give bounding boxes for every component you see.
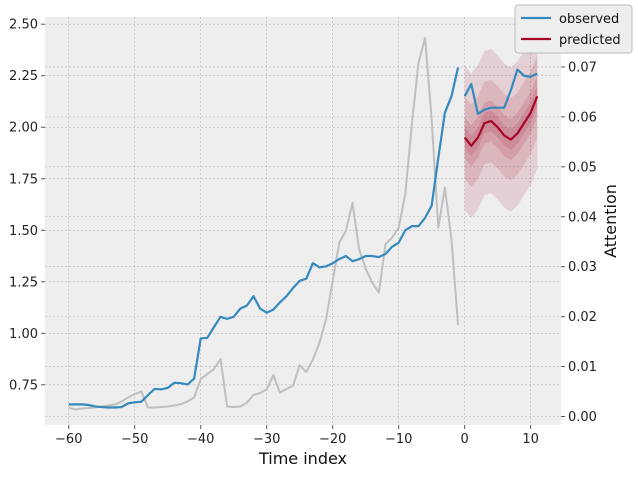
y-right-tick-label: 0.05 (568, 160, 597, 175)
y-left-tick-label: 0.75 (9, 378, 38, 393)
y-left-tick-label: 2.00 (9, 121, 38, 136)
y-left-tick-label: 2.50 (9, 18, 38, 33)
y-right-tick-label: 0.07 (568, 60, 597, 75)
observed-line (68, 67, 460, 409)
x-tick-label: −10 (385, 432, 412, 447)
y-axis-left: 0.75 1.00 1.25 1.50 1.75 2.00 2.25 2.50 (9, 18, 45, 393)
x-tick-label: −50 (121, 432, 148, 447)
x-tick-label: −40 (187, 432, 214, 447)
y-right-tick-label: 0.06 (568, 110, 597, 125)
y-right-tick-label: 0.03 (568, 260, 597, 275)
prediction-band (464, 86, 538, 157)
y-axis-right: 0.00 0.01 0.02 0.03 0.04 0.05 0.06 0.07 (561, 60, 597, 425)
y-left-tick-label: 1.25 (9, 275, 38, 290)
x-axis-title: Time index (258, 449, 347, 468)
prediction-band (464, 24, 538, 218)
y-right-tick-label: 0.00 (568, 410, 597, 425)
y-right-tick-label: 0.01 (568, 360, 597, 375)
attention-line (68, 36, 460, 411)
y-right-axis-title: Attention (601, 184, 620, 258)
grid (45, 17, 561, 425)
legend-label-observed: observed (559, 12, 619, 27)
legend-label-predicted: predicted (559, 33, 621, 48)
y-left-tick-label: 2.25 (9, 69, 38, 84)
x-tick-label: 0 (461, 432, 469, 447)
plot-background (45, 17, 561, 425)
y-right-tick-label: 0.02 (568, 310, 597, 325)
x-tick-label: 10 (522, 432, 539, 447)
legend: observed predicted (514, 4, 633, 54)
x-tick-label: −30 (253, 432, 280, 447)
x-tick-label: −20 (319, 432, 346, 447)
predicted-line (463, 95, 539, 147)
prediction-intervals (464, 24, 538, 218)
observed-line (463, 68, 538, 115)
y-left-tick-label: 1.50 (9, 224, 38, 239)
y-left-tick-label: 1.75 (9, 172, 38, 187)
x-axis: −60 −50 −40 −30 −20 −10 0 10 (55, 425, 539, 447)
series-lines (68, 36, 539, 411)
y-left-tick-label: 1.00 (9, 327, 38, 342)
y-right-tick-label: 0.04 (568, 210, 597, 225)
prediction-band (464, 75, 538, 167)
x-tick-label: −60 (55, 432, 82, 447)
prediction-band (464, 55, 538, 188)
